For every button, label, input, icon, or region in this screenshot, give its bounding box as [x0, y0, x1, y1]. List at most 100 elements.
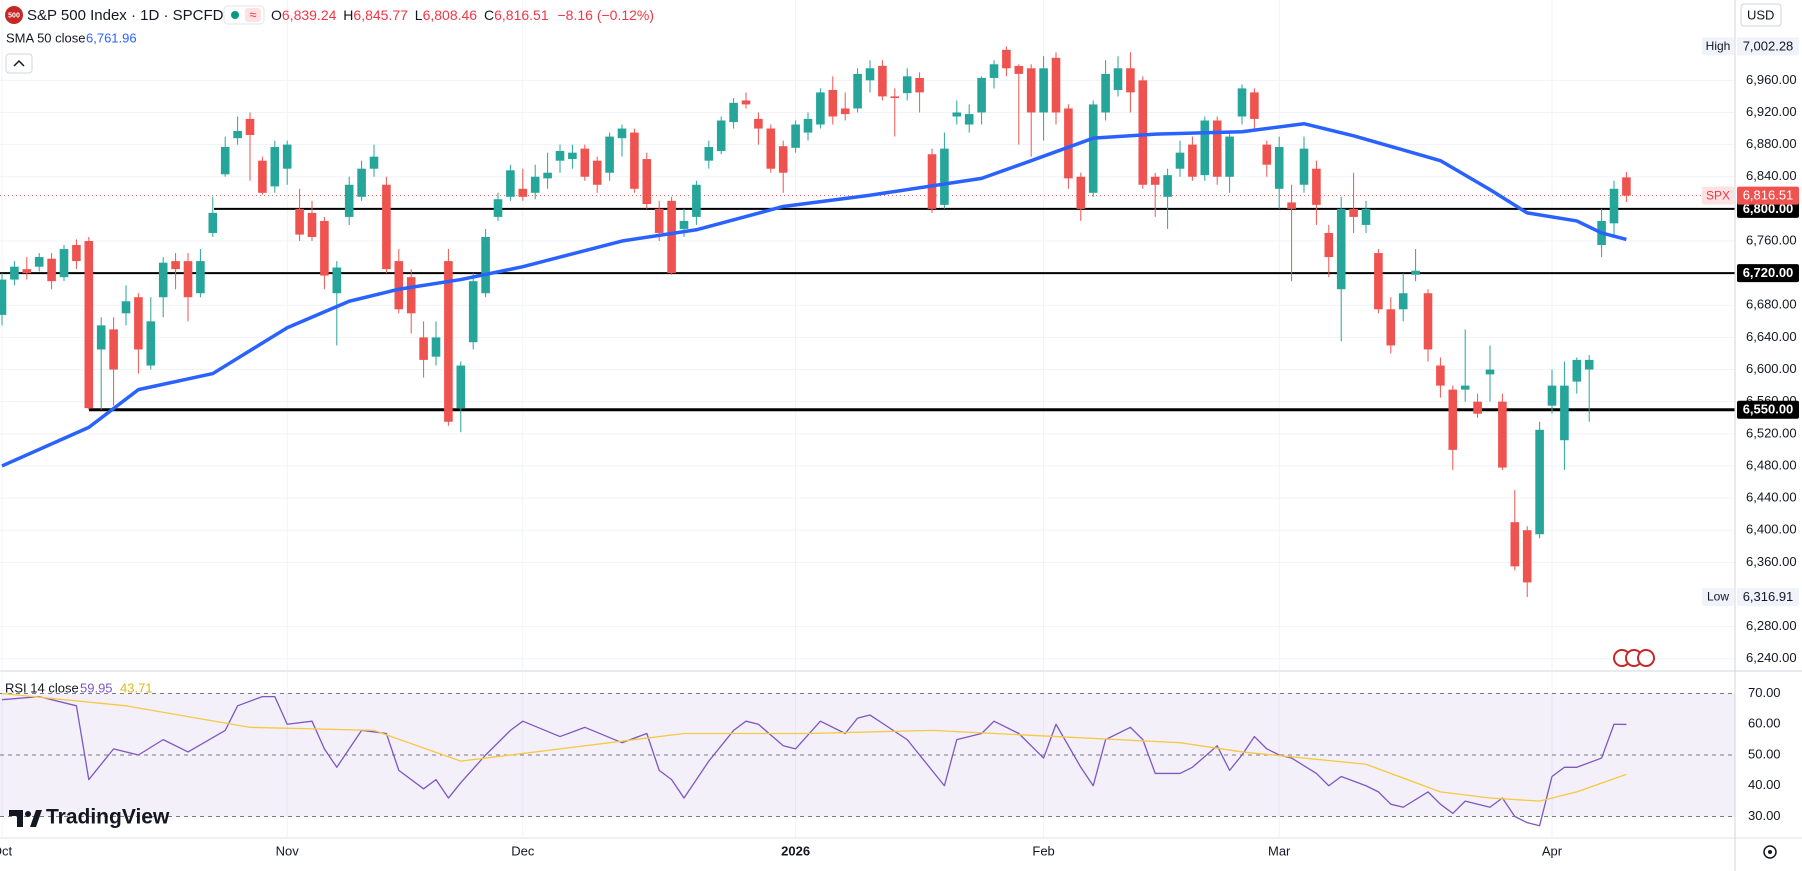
- candle-body: [828, 89, 838, 117]
- y-tick-label: 6,440.00: [1746, 490, 1797, 505]
- candle-body: [344, 184, 354, 217]
- ohlc: O6,839.24 H6,845.77 L6,808.46 C6,816.51 …: [271, 7, 654, 23]
- collapse-button[interactable]: [5, 53, 33, 74]
- candle-body: [307, 212, 317, 237]
- y-tick-label: 6,480.00: [1746, 457, 1797, 472]
- candle-body: [183, 261, 193, 298]
- candle-body: [1349, 208, 1358, 217]
- candle-body: [134, 297, 143, 350]
- candle-body: [1212, 120, 1222, 177]
- candle-body: [1188, 144, 1197, 177]
- symbol-label-box: [1702, 186, 1734, 205]
- candle-body: [196, 261, 205, 294]
- brand-name[interactable]: TradingView: [46, 806, 170, 829]
- ohlc-value: 6,845.77: [353, 7, 408, 23]
- rsi-title[interactable]: RSI 14 close: [5, 680, 79, 695]
- candle-body: [952, 112, 962, 117]
- candle-body: [109, 329, 118, 370]
- candle-body: [667, 200, 676, 274]
- candle-body: [1609, 188, 1619, 224]
- ohlc-key: L: [415, 7, 423, 23]
- candle-body: [394, 261, 404, 310]
- candle-body: [1014, 65, 1024, 74]
- settings-dot: [1768, 850, 1772, 854]
- y-tick-label: 6,920.00: [1746, 104, 1797, 119]
- level-label-box: [1737, 264, 1799, 283]
- candle-body: [605, 136, 614, 173]
- candle-body: [369, 156, 379, 169]
- candle-body: [1200, 120, 1210, 176]
- candle-body: [34, 257, 44, 267]
- candle-body: [778, 146, 788, 173]
- candle-body: [940, 148, 949, 205]
- rsi-tick-label: 50.00: [1748, 746, 1781, 761]
- candle-body: [803, 118, 813, 133]
- rsi-legend: RSI 14 close 59.95 43.71: [5, 680, 153, 695]
- ohlc-value: 6,839.24: [282, 7, 337, 23]
- currency[interactable]: USD: [1747, 7, 1774, 22]
- candle-body: [704, 147, 714, 161]
- currency-box[interactable]: [1740, 3, 1782, 27]
- candle-body: [840, 108, 850, 115]
- candle-body: [791, 124, 800, 148]
- event-flag[interactable]: [1637, 649, 1655, 667]
- candle-body: [295, 208, 304, 235]
- candle-body: [853, 73, 862, 109]
- level-label: 6,550.00: [1743, 402, 1794, 417]
- market-status[interactable]: [231, 11, 239, 19]
- candle-body: [22, 269, 32, 274]
- ohlc-value: 6,816.51: [494, 7, 549, 23]
- settings[interactable]: [1763, 845, 1777, 859]
- marker-value-box: [1737, 587, 1799, 606]
- candle-body: [1473, 401, 1482, 414]
- change: −8.16 (−0.12%): [558, 7, 655, 23]
- status-box: [223, 5, 265, 25]
- candle-body: [1324, 232, 1334, 258]
- marker-name-box: [1702, 37, 1734, 56]
- candle-body: [1535, 429, 1544, 535]
- candle-body: [493, 199, 503, 217]
- event-flags[interactable]: [1613, 649, 1655, 667]
- marker-value-box: [1737, 37, 1799, 56]
- candle-body: [47, 258, 56, 282]
- candle-body: [915, 77, 924, 93]
- candle-body: [1274, 147, 1284, 189]
- candle-body: [1262, 144, 1272, 165]
- y-tick-label: 6,360.00: [1746, 554, 1797, 569]
- candle-body: [1374, 253, 1383, 310]
- candle-body: [406, 277, 416, 314]
- candle-body: [927, 154, 937, 209]
- candle-body: [1299, 148, 1309, 185]
- chart-title[interactable]: S&P 500 Index · 1D · SPCFD: [27, 7, 224, 24]
- candle-body: [1510, 522, 1520, 567]
- candle-body: [1002, 49, 1011, 69]
- sma-legend[interactable]: SMA 50 close: [6, 30, 86, 45]
- last-price-label: 6,816.51: [1743, 188, 1794, 203]
- candle-body: [245, 118, 255, 135]
- header: 500 S&P 500 Index · 1D · SPCFD ≈ O6,839.…: [5, 5, 654, 74]
- candle-body: [1026, 68, 1036, 113]
- x-tick-label: Mar: [1268, 843, 1291, 858]
- rsi-value: 59.95: [80, 680, 113, 695]
- candle-body: [270, 147, 280, 187]
- symbol-badge-text: 500: [8, 12, 20, 19]
- marker-value: 7,002.28: [1743, 38, 1794, 53]
- level-label: 6,720.00: [1743, 265, 1794, 280]
- x-tick-label: Nov: [276, 843, 300, 858]
- candle-body: [208, 212, 218, 233]
- candle-body: [282, 144, 292, 169]
- candle-body: [692, 184, 701, 217]
- candle-body: [468, 281, 478, 343]
- ohlc-key: C: [484, 7, 494, 23]
- candle-body: [419, 337, 428, 360]
- candle-body: [1237, 88, 1247, 117]
- candle-body: [1250, 92, 1259, 119]
- candle-body: [171, 261, 180, 270]
- candle-body: [1113, 68, 1123, 90]
- candle-body: [716, 120, 726, 152]
- candle-body: [568, 152, 577, 160]
- x-tick-label: Dec: [511, 843, 535, 858]
- candle-body: [902, 76, 912, 94]
- x-tick-label: Oct: [0, 843, 12, 858]
- candle-body: [1051, 57, 1061, 113]
